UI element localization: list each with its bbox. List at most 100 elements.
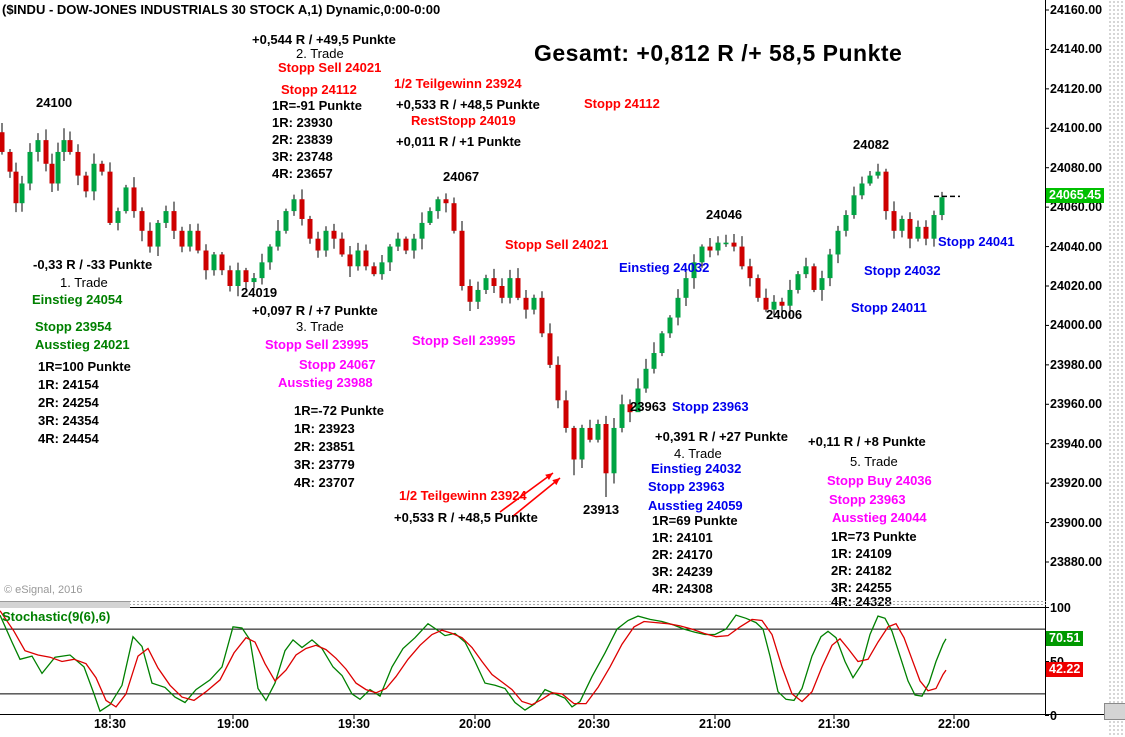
chart-annotation: 1R: 24101 (652, 530, 713, 545)
chart-annotation: 3R: 23748 (272, 149, 333, 164)
time-axis-tick: 19:30 (338, 717, 370, 731)
price-axis-tick: 24140.00 (1050, 42, 1103, 57)
chart-annotation: 2. Trade (296, 46, 344, 61)
total-result-label: Gesamt: +0,812 R /+ 58,5 Punkte (534, 40, 903, 66)
chart-annotation: 1R: 24109 (831, 546, 892, 561)
chart-annotation: Stopp 23963 (648, 479, 725, 494)
chart-annotation: 1R: 24154 (38, 377, 99, 392)
chart-annotation: +0,391 R / +27 Punkte (655, 429, 788, 444)
chart-annotation: 24100 (36, 95, 73, 110)
chart-annotation: +0,533 R / +48,5 Punkte (394, 510, 538, 525)
chart-annotation: 1R=100 Punkte (38, 359, 131, 374)
price-axis-tick: 24120.00 (1050, 81, 1103, 96)
chart-annotation: Stopp 24041 (938, 234, 1015, 249)
stoch-value-badge-green: 70.51 (1046, 631, 1084, 647)
candlestick-series (0, 122, 945, 497)
chart-annotation: 1R: 23923 (294, 421, 355, 436)
chart-annotation: Stopp 24112 (584, 96, 660, 111)
stoch-axis-tick: 0 (1050, 708, 1057, 723)
chart-annotation: 24067 (443, 169, 480, 184)
price-axis-tick: 23980.00 (1050, 357, 1103, 372)
chart-annotation: 1/2 Teilgewinn 23924 (394, 76, 522, 91)
price-axis-tick: 23920.00 (1050, 476, 1103, 491)
chart-annotation: +0,11 R / +8 Punkte (808, 434, 926, 449)
stoch-axis-tick: 100 (1050, 600, 1071, 615)
price-axis-tick: 23900.00 (1050, 515, 1103, 530)
time-axis-tick: 19:00 (217, 717, 249, 731)
price-axis-tick: 23960.00 (1050, 397, 1103, 412)
chart-annotation: 3. Trade (296, 319, 344, 334)
chart-annotation: 24082 (853, 137, 890, 152)
chart-annotation: Stopp 24067 (299, 357, 376, 372)
price-axis-tick: 24080.00 (1050, 160, 1103, 175)
time-axis-tick: 21:00 (699, 717, 731, 731)
time-axis-tick: 20:30 (578, 717, 610, 731)
chart-annotation: Stopp 23963 (829, 492, 906, 507)
arrow-pointer (499, 472, 554, 513)
chart-annotation: Stopp 24032 (864, 263, 941, 278)
chart-title: ($INDU - DOW-JONES INDUSTRIALS 30 STOCK … (2, 2, 441, 17)
chart-annotation: 24019 (241, 285, 278, 300)
chart-annotation: 3R: 24354 (38, 413, 99, 428)
last-price-badge: 24065.45 (1046, 188, 1105, 204)
chart-annotation: 4R: 24308 (652, 581, 713, 596)
chart-annotation: Stopp Buy 24036 (827, 473, 932, 488)
chart-annotation: RestStopp 24019 (411, 113, 516, 128)
chart-annotation: 23963 (630, 399, 667, 414)
chart-annotation: Stopp 23954 (35, 319, 112, 334)
chart-annotation: Stopp Sell 23995 (412, 333, 516, 348)
chart-annotation: +0,011 R / +1 Punkte (396, 134, 522, 149)
chart-annotation: 2R: 23851 (294, 439, 355, 454)
scrollbar-corner (1104, 703, 1125, 720)
chart-annotation: Stopp Sell 24021 (505, 237, 609, 252)
chart-annotation: Ausstieg 24059 (648, 498, 743, 513)
chart-annotation: 3R: 24239 (652, 564, 713, 579)
chart-annotation: Stopp 24011 (851, 300, 927, 315)
chart-annotation: 1R: 23930 (272, 115, 333, 130)
chart-annotation: 2R: 24170 (652, 547, 713, 562)
chart-annotation: +0,544 R / +49,5 Punkte (252, 32, 396, 47)
chart-annotation: 4. Trade (674, 446, 722, 461)
stoch-value-badge-red: 42.22 (1046, 661, 1084, 677)
price-axis-tick: 24040.00 (1050, 239, 1103, 254)
chart-annotation: +0,533 R / +48,5 Punkte (396, 97, 540, 112)
chart-annotation: Stopp 24112 (281, 82, 357, 97)
chart-annotation: 5. Trade (850, 454, 898, 469)
panel-splitter-grip[interactable] (0, 601, 130, 608)
chart-annotation: 23913 (583, 502, 620, 517)
price-axis-tick: 24060.00 (1050, 200, 1103, 215)
chart-annotation: 4R: 23657 (272, 166, 333, 181)
chart-annotation: Einstieg 24032 (651, 461, 742, 476)
price-axis-tick: 24020.00 (1050, 279, 1103, 293)
price-axis-tick: 24100.00 (1050, 121, 1103, 136)
chart-annotation: Stopp 23963 (672, 399, 749, 414)
panel-splitter[interactable] (0, 600, 1046, 606)
esignal-watermark: © eSignal, 2016 (4, 584, 83, 596)
chart-annotation: -0,33 R / -33 Punkte (33, 257, 153, 272)
chart-annotation: Stopp Sell 24021 (278, 60, 382, 75)
chart-annotation: Einstieg 24054 (32, 292, 123, 307)
chart-annotation: 3R: 23779 (294, 457, 355, 472)
price-axis-tick: 23940.00 (1050, 436, 1103, 451)
indicator-label: Stochastic(9(6),6) (2, 609, 111, 624)
axis-margin-dots (1108, 0, 1125, 737)
stochastic-indicator (0, 610, 1045, 713)
chart-annotation: 2R: 24254 (38, 395, 99, 410)
chart-annotation: Ausstieg 24044 (832, 510, 927, 525)
chart-annotation: 1R=-72 Punkte (294, 403, 384, 418)
price-axis-tick: 23880.00 (1050, 555, 1103, 569)
time-axis-tick: 22:00 (938, 717, 970, 731)
chart-annotation: Stopp Sell 23995 (265, 337, 369, 352)
arrow-pointer (511, 477, 561, 518)
time-axis-tick: 21:30 (818, 717, 850, 731)
chart-annotation: 1. Trade (60, 275, 108, 290)
time-axis-tick: 20:00 (459, 717, 491, 731)
chart-annotation: 1R=73 Punkte (831, 529, 917, 544)
chart-annotation: 1R=69 Punkte (652, 513, 738, 528)
chart-annotation: 2R: 24182 (831, 563, 892, 578)
chart-annotation: 1/2 Teilgewinn 23924 (399, 488, 527, 503)
chart-annotation: 4R: 23707 (294, 475, 355, 490)
chart-annotation: Einstieg 24032 (619, 260, 710, 275)
